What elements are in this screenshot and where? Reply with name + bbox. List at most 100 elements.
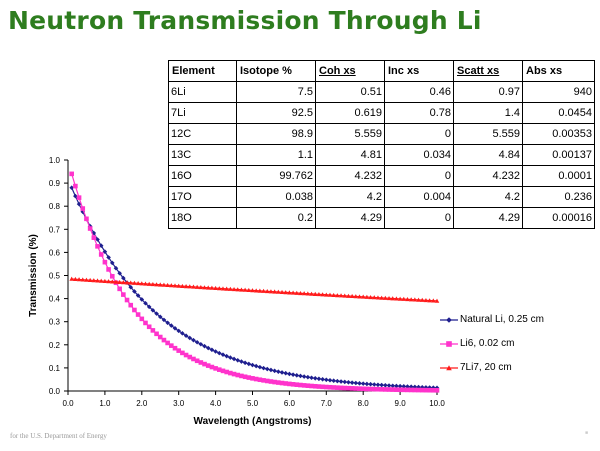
data-point-li7 bbox=[408, 297, 414, 302]
data-point-natural-li bbox=[312, 375, 318, 381]
data-point-li7 bbox=[76, 277, 82, 282]
data-point-li6 bbox=[279, 380, 285, 386]
data-point-li7 bbox=[250, 288, 255, 293]
data-point-li6 bbox=[228, 370, 233, 376]
data-point-natural-li bbox=[401, 384, 407, 389]
data-point-li6 bbox=[264, 378, 270, 384]
data-point-natural-li bbox=[154, 311, 159, 316]
table-cell: 0.2 bbox=[236, 207, 316, 229]
data-point-li7 bbox=[364, 294, 370, 299]
data-point-li7 bbox=[298, 290, 303, 296]
data-point-natural-li bbox=[283, 370, 289, 376]
data-point-li6 bbox=[121, 292, 126, 297]
data-point-li6 bbox=[416, 387, 421, 393]
data-point-li7 bbox=[109, 279, 115, 284]
data-point-li6 bbox=[349, 386, 355, 391]
data-point-li6 bbox=[135, 312, 141, 317]
data-point-li6 bbox=[360, 386, 366, 392]
data-point-li7 bbox=[69, 276, 74, 281]
data-point-li6 bbox=[239, 373, 244, 379]
data-point-li7 bbox=[150, 281, 156, 287]
data-point-li6 bbox=[235, 372, 241, 378]
data-point-natural-li bbox=[287, 371, 292, 377]
data-point-li7 bbox=[154, 282, 159, 287]
data-point-li7 bbox=[98, 278, 104, 283]
table-row: 18O 0.2 4.29 0 4.29 0.00016 bbox=[168, 207, 595, 229]
data-point-natural-li bbox=[76, 201, 82, 207]
data-point-natural-li bbox=[183, 333, 189, 339]
data-point-natural-li bbox=[132, 289, 137, 294]
data-point-natural-li bbox=[139, 297, 145, 302]
data-point-li7 bbox=[128, 280, 134, 285]
x-tick-label: 8.0 bbox=[358, 399, 370, 408]
table-header-row: Element Isotope % Coh xs Inc xs Scatt xs… bbox=[168, 60, 595, 82]
data-point-li6 bbox=[176, 348, 181, 353]
data-point-li6 bbox=[150, 328, 156, 333]
data-point-natural-li bbox=[305, 374, 311, 380]
data-point-li7 bbox=[301, 291, 307, 296]
data-point-li7 bbox=[117, 279, 122, 284]
data-point-li7 bbox=[386, 295, 392, 301]
x-tick-label: 3.0 bbox=[173, 399, 185, 408]
table-cell: 98.9 bbox=[236, 123, 316, 145]
data-point-li6 bbox=[143, 320, 148, 326]
data-point-natural-li bbox=[109, 260, 115, 266]
data-point-li6 bbox=[73, 183, 78, 189]
data-point-li7 bbox=[132, 280, 137, 285]
data-point-natural-li bbox=[431, 385, 436, 390]
legend-label-li6: Li6, 0.02 cm bbox=[460, 338, 515, 349]
data-point-li7 bbox=[394, 296, 399, 301]
data-point-natural-li bbox=[349, 380, 355, 385]
data-point-li7 bbox=[342, 293, 348, 298]
data-point-natural-li bbox=[290, 372, 296, 377]
data-point-li7 bbox=[397, 296, 403, 301]
y-tick-label: 0.3 bbox=[49, 318, 61, 327]
data-point-natural-li bbox=[320, 377, 325, 382]
legend-marker-natural-li bbox=[446, 317, 452, 323]
data-point-li7 bbox=[371, 295, 377, 300]
table-body: 6Li 7.5 0.51 0.46 0.97 940 7Li 92.5 0.619 0.78 1.4… bbox=[168, 81, 595, 229]
data-point-li6 bbox=[423, 387, 429, 393]
data-point-li7 bbox=[401, 296, 407, 301]
data-point-li7 bbox=[183, 284, 189, 289]
data-point-li6 bbox=[419, 387, 425, 393]
data-point-li6 bbox=[87, 226, 93, 231]
data-point-natural-li bbox=[253, 363, 259, 369]
data-point-natural-li bbox=[202, 343, 207, 349]
data-point-li6 bbox=[287, 381, 292, 387]
data-point-li6 bbox=[405, 387, 410, 393]
data-point-li6 bbox=[342, 385, 348, 391]
x-tick-label: 9.0 bbox=[395, 399, 407, 408]
data-point-li6 bbox=[220, 368, 226, 374]
data-point-natural-li bbox=[157, 314, 163, 320]
data-point-natural-li bbox=[338, 379, 344, 384]
data-point-li7 bbox=[331, 292, 336, 298]
data-point-li6 bbox=[246, 375, 252, 380]
data-point-natural-li bbox=[357, 381, 362, 386]
data-point-li7 bbox=[346, 293, 351, 298]
data-point-li7 bbox=[84, 277, 89, 282]
data-point-natural-li bbox=[272, 368, 277, 374]
data-point-li7 bbox=[121, 280, 126, 285]
data-point-natural-li bbox=[98, 243, 104, 249]
data-point-natural-li bbox=[364, 381, 370, 387]
data-point-li6 bbox=[132, 307, 137, 313]
legend-marker-li6 bbox=[446, 341, 452, 347]
table-cell: 6Li bbox=[168, 81, 237, 103]
data-point-li6 bbox=[379, 387, 384, 392]
slide-title: Neutron Transmission Through Li bbox=[8, 6, 482, 35]
data-point-natural-li bbox=[368, 381, 373, 387]
data-point-natural-li bbox=[209, 347, 215, 353]
y-axis-label: Transmission (%) bbox=[28, 234, 39, 317]
data-point-natural-li bbox=[121, 275, 126, 281]
data-point-li7 bbox=[143, 281, 148, 286]
data-point-li7 bbox=[276, 289, 281, 294]
data-point-natural-li bbox=[106, 255, 111, 260]
data-point-natural-li bbox=[261, 365, 266, 371]
data-point-li6 bbox=[172, 345, 178, 351]
data-point-li6 bbox=[224, 369, 229, 375]
data-point-li7 bbox=[309, 291, 314, 296]
data-point-natural-li bbox=[268, 367, 274, 373]
data-point-natural-li bbox=[231, 356, 237, 362]
data-point-li7 bbox=[220, 286, 226, 291]
